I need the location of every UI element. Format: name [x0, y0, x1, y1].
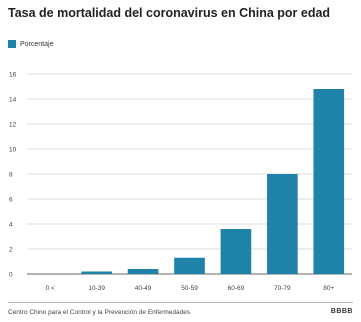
x-tick-label: 10-39 [88, 285, 105, 292]
y-tick-label: 8 [9, 171, 13, 178]
x-tick-label: 0 < [46, 285, 55, 292]
bar [267, 174, 298, 274]
y-tick-label: 12 [9, 121, 17, 128]
x-tick-label: 50-59 [181, 285, 198, 292]
publisher-logo: BBBB [330, 308, 353, 315]
source-note: Centro Chino para el Control y la Preven… [8, 309, 191, 316]
y-tick-label: 6 [9, 196, 13, 203]
legend: Porcentaje [8, 39, 53, 49]
y-tick-label: 14 [9, 96, 17, 103]
x-tick-label: 70-79 [274, 285, 291, 292]
x-tick-label: 40-49 [135, 285, 152, 292]
chart-title: Tasa de mortalidad del coronavirus en Ch… [8, 6, 331, 20]
y-tick-label: 0 [9, 271, 13, 278]
y-tick-label: 4 [9, 221, 13, 228]
y-tick-label: 10 [9, 146, 17, 153]
bar [81, 271, 112, 274]
bar [313, 89, 345, 274]
bar [174, 257, 205, 274]
bar [220, 229, 252, 274]
y-tick-label: 16 [9, 71, 17, 78]
x-tick-label: 80+ [323, 285, 334, 292]
y-tick-label: 2 [9, 246, 13, 253]
legend-label: Porcentaje [20, 40, 54, 48]
footer-divider [8, 302, 353, 303]
x-tick-label: 60-69 [228, 285, 245, 292]
bar [127, 269, 159, 274]
bar-chart: 0 2 4 6 8 10 12 14 16 0 < 10-39 40-49 50-59 60-69 70-7… [9, 71, 352, 292]
legend-swatch [8, 40, 16, 48]
